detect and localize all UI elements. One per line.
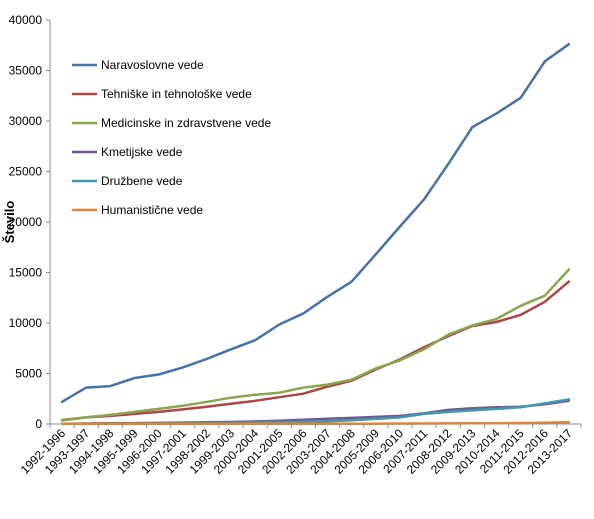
y-axis-label: Število	[2, 201, 17, 244]
y-tick-label: 35000	[9, 64, 43, 78]
series-line-0	[60, 42, 571, 404]
y-tick-label: 20000	[9, 215, 43, 229]
x-axis-ticks: 1992-19961993-19971994-19981995-19991996…	[18, 424, 582, 477]
legend-label: Medicinske in zdravstvene vede	[101, 116, 271, 130]
y-tick-label: 40000	[9, 13, 43, 27]
series-line-5	[60, 421, 571, 426]
legend-label: Družbene vede	[101, 174, 183, 188]
legend-label: Tehniške in tehnološke vede	[101, 87, 252, 101]
y-tick-label: 25000	[9, 165, 43, 179]
y-tick-label: 10000	[9, 316, 43, 330]
series-line-2	[60, 268, 571, 422]
y-tick-label: 0	[35, 417, 42, 431]
y-axis-ticks: 0 5000 10000 15000 20000 25000 30000 35000 40000	[9, 13, 50, 431]
legend-label: Humanistične vede	[101, 203, 203, 217]
series-lines	[60, 42, 571, 426]
y-tick-label: 15000	[9, 266, 43, 280]
legend-label: Kmetijske vede	[101, 145, 183, 159]
legend: Naravoslovne vede Tehniške in tehnološke …	[72, 58, 271, 217]
series-line-1	[60, 280, 571, 422]
legend-label: Naravoslovne vede	[101, 58, 204, 72]
y-tick-label: 5000	[15, 367, 42, 381]
y-tick-label: 30000	[9, 114, 43, 128]
